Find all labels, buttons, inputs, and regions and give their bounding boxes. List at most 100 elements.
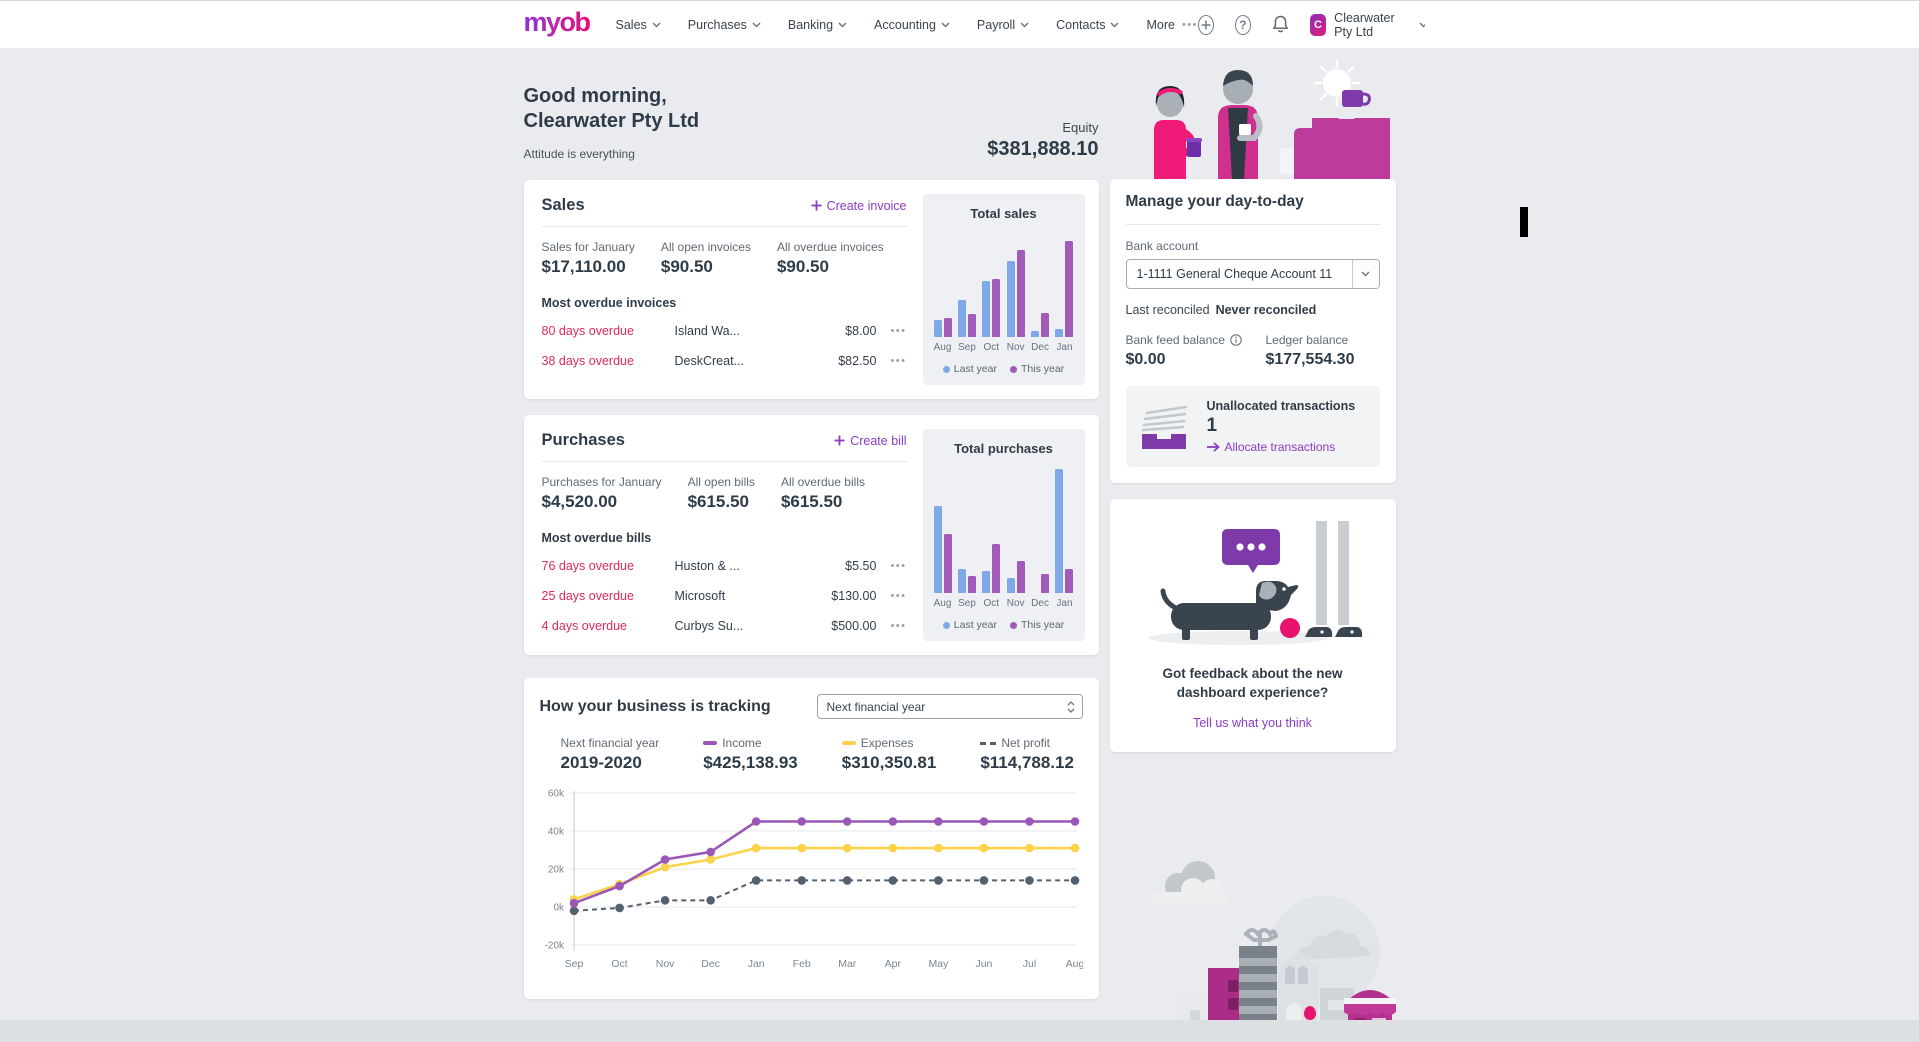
people-illustration [1110,48,1396,179]
stat-income: Income $425,138.93 [703,736,798,772]
arrow-right-icon [1206,442,1220,452]
select-stepper-icon [1067,700,1074,713]
bank-account-label: Bank account [1125,239,1199,253]
row-menu-icon[interactable] [890,355,906,367]
row-menu-icon[interactable] [890,325,906,337]
overdue-bill-row[interactable]: 4 days overdue Curbys Su... $500.00 [542,611,907,641]
menu-sales[interactable]: Sales [616,18,661,32]
overdue-bill-row[interactable]: 25 days overdue Microsoft $130.00 [542,581,907,611]
purchases-card-title: Purchases [541,431,625,449]
svg-text:0k: 0k [553,903,565,914]
create-new-icon[interactable] [1198,14,1214,35]
menu-purchases[interactable]: Purchases [688,18,761,32]
row-menu-icon[interactable] [890,620,906,632]
svg-text:Oct: Oct [611,958,627,970]
total-purchases-chart: Aug Sep Oct Nov Dec Jan [932,465,1076,609]
notifications-bell-icon[interactable] [1272,15,1289,34]
account-switcher[interactable]: C Clearwater Pty Ltd [1309,10,1426,39]
divider [541,226,907,227]
create-bill-button[interactable]: Create bill [834,434,907,448]
total-sales-panel: Total sales Aug Sep Oct Nov Dec Jan Last year… [922,194,1085,385]
allocate-transactions-link[interactable]: Allocate transactions [1206,440,1356,454]
manage-day-to-day-card: Manage your day-to-day Bank account 1-11… [1109,179,1396,483]
overdue-invoices-title: Most overdue invoices [541,296,677,310]
documents-tray-icon [1141,405,1187,449]
greeting-block: Good morning, Clearwater Pty Ltd Attitud… [524,84,700,161]
row-menu-icon[interactable] [890,590,906,602]
stat-open-bills: All open bills $615.50 [687,475,755,511]
manage-title: Manage your day-to-day [1125,193,1304,210]
svg-text:Jun: Jun [975,958,992,970]
equity-label: Equity [1062,120,1099,135]
menu-payroll[interactable]: Payroll [977,18,1029,32]
overdue-invoice-row[interactable]: 80 days overdue Island Wa... $8.00 [542,316,907,346]
menu-contacts[interactable]: Contacts [1056,18,1119,32]
divider [541,461,907,462]
company-name: Clearwater Pty Ltd [1334,10,1395,39]
stat-open-invoices: All open invoices $90.50 [660,240,751,276]
chevron-down-icon [838,21,847,28]
dog-feedback-illustration [1147,521,1362,645]
svg-text:Jul: Jul [1022,958,1035,970]
bottom-edge-strip [0,1020,1919,1042]
tagline: Attitude is everything [523,147,635,161]
expenses-legend-swatch [841,741,856,745]
create-invoice-button[interactable]: Create invoice [811,199,907,213]
svg-text:40k: 40k [547,827,564,838]
last-reconciled-row: Last reconciled Never reconciled [1125,303,1317,317]
menu-banking[interactable]: Banking [788,18,847,32]
income-legend-swatch [703,741,718,745]
cityscape-illustration [1138,840,1396,1036]
chevron-down-icon [1020,21,1029,28]
myob-logo[interactable]: myob [524,9,592,40]
stat-net-profit: Net profit $114,788.12 [980,736,1074,772]
chart-legend: Last year This year [932,363,1076,375]
chevron-down-icon [1110,21,1119,28]
equity-block: Equity $381,888.10 [987,120,1098,161]
stat-expenses: Expenses $310,350.81 [841,736,937,772]
svg-text:Apr: Apr [884,958,901,970]
chevron-down-icon [752,21,761,28]
divider [1125,224,1380,225]
help-icon[interactable]: ? [1234,14,1251,35]
menu-accounting[interactable]: Accounting [874,18,950,32]
svg-text:-20k: -20k [544,941,564,952]
dashboard-content: Good morning, Clearwater Pty Ltd Attitud… [523,48,1396,1036]
stat-overdue-bills: All overdue bills $615.50 [780,475,865,511]
svg-text:Sep: Sep [564,958,583,970]
chevron-down-icon [652,21,661,28]
bank-select-chevron-button[interactable] [1351,260,1379,288]
stat-purchases-for-month: Purchases for January $4,520.00 [541,475,662,511]
overdue-bill-row[interactable]: 76 days overdue Huston & ... $5.50 [542,551,907,581]
ledger-balance: Ledger balance $177,554.30 [1265,333,1355,368]
stat-financial-year: Next financial year 2019-2020 [560,736,660,772]
chevron-down-icon [1361,271,1370,277]
tracking-title: How your business is tracking [539,697,771,715]
purchases-card: Purchases Create bill Purchases for Janu… [523,415,1099,655]
plus-icon [811,200,822,211]
company-avatar: C [1309,13,1327,36]
row-menu-icon[interactable] [890,560,906,572]
net-profit-legend-swatch [980,741,997,745]
business-tracking-card: How your business is tracking Next finan… [523,678,1099,999]
feedback-link[interactable]: Tell us what you think [1193,715,1312,730]
total-sales-title: Total sales [970,206,1037,221]
financial-year-select[interactable]: Next financial year [816,694,1083,719]
plus-icon [834,435,845,446]
svg-text:Aug: Aug [1065,958,1082,970]
tracking-line-chart: 60k 40k 20k 0k -20k Sep Oct Nov Dec Jan Feb Mar Apr M… [540,783,1082,983]
stat-overdue-invoices: All overdue invoices $90.50 [776,240,884,276]
svg-text:Nov: Nov [655,958,674,970]
overdue-invoice-row[interactable]: 38 days overdue DeskCreat... $82.50 [542,346,907,376]
feedback-title: Got feedback about the new dashboard exp… [1162,666,1343,700]
info-icon[interactable] [1230,334,1242,346]
stat-sales-for-month: Sales for January $17,110.00 [541,240,635,276]
menu-more[interactable]: More [1146,18,1198,32]
overdue-bills-title: Most overdue bills [541,531,652,545]
svg-text:Feb: Feb [792,958,810,970]
equity-value: $381,888.10 [987,138,1099,160]
top-navigation: myob Sales Purchases Banking Accounting … [0,0,1919,48]
bank-account-select[interactable]: 1-1111 General Cheque Account 11 [1125,259,1380,289]
total-sales-chart: Aug Sep Oct Nov Dec Jan [932,229,1076,353]
total-purchases-title: Total purchases [954,441,1053,456]
